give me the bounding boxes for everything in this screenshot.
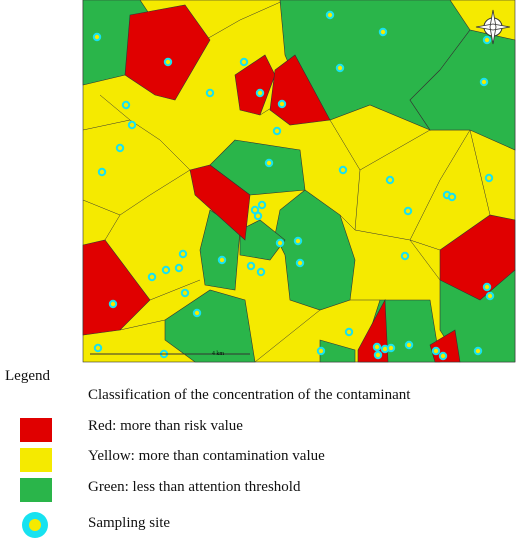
compass	[475, 9, 511, 45]
sampling-site	[192, 308, 202, 318]
sampling-site	[217, 255, 227, 265]
sampling-site	[147, 272, 157, 282]
sampling-site	[127, 120, 137, 130]
sampling-site	[482, 282, 492, 292]
red-zone	[189, 164, 251, 241]
sampling-site	[277, 99, 287, 109]
scale-label: 4 km	[212, 351, 225, 357]
sampling-site	[378, 27, 388, 37]
sampling-site	[400, 251, 410, 261]
sampling-site	[385, 175, 395, 185]
map: 4 km	[82, 0, 516, 363]
sampling-site	[92, 32, 102, 42]
sampling-site	[275, 238, 285, 248]
sampling-site	[438, 351, 448, 361]
legend-swatch-green	[20, 478, 52, 502]
sampling-site	[264, 158, 274, 168]
red-zone	[269, 54, 331, 126]
sampling-site	[479, 77, 489, 87]
sampling-site	[344, 327, 354, 337]
sampling-site	[473, 346, 483, 356]
red-zone	[439, 214, 516, 301]
sampling-site	[163, 57, 173, 67]
sampling-site	[115, 143, 125, 153]
red-zone	[234, 54, 276, 116]
green-zone	[209, 139, 306, 196]
sampling-site	[178, 249, 188, 259]
sampling-site	[272, 126, 282, 136]
sampling-site	[482, 35, 492, 45]
sampling-site	[239, 57, 249, 67]
sampling-site	[386, 343, 396, 353]
sampling-site	[180, 288, 190, 298]
sampling-site	[325, 10, 335, 20]
scale-bar: 4 km	[90, 351, 250, 357]
sampling-site	[485, 291, 495, 301]
sampling-site	[97, 167, 107, 177]
green-zone	[164, 289, 256, 363]
green-zone	[409, 29, 516, 151]
legend-title: Legend	[5, 368, 50, 384]
sampling-site	[93, 343, 103, 353]
sampling-site	[174, 263, 184, 273]
green-zone	[274, 189, 356, 311]
sampling-site	[121, 100, 131, 110]
sampling-site	[431, 346, 441, 356]
sampling-site	[161, 265, 171, 275]
legend-swatches	[20, 418, 52, 538]
sampling-site	[372, 342, 382, 352]
sampling-site	[404, 340, 414, 350]
legend-site-center	[29, 519, 41, 531]
sampling-site	[293, 236, 303, 246]
yellow-edges	[82, 0, 491, 363]
red-zone	[124, 4, 211, 101]
legend-label: Red: more than risk value	[88, 418, 243, 434]
sampling-site	[256, 267, 266, 277]
sampling-sites	[92, 10, 495, 361]
sampling-site	[246, 261, 256, 271]
sampling-site	[484, 173, 494, 183]
legend-label: Green: less than attention threshold	[88, 479, 301, 495]
sampling-site	[335, 63, 345, 73]
sampling-site	[255, 88, 265, 98]
sampling-site	[316, 346, 326, 356]
sampling-site	[295, 258, 305, 268]
sampling-site	[205, 88, 215, 98]
legend-swatch-red	[20, 418, 52, 442]
sampling-site	[108, 299, 118, 309]
green-zone	[239, 219, 286, 261]
sampling-site	[253, 211, 263, 221]
legend-swatch-yellow	[20, 448, 52, 472]
sampling-site	[257, 200, 267, 210]
legend-label: Yellow: more than contamination value	[88, 448, 325, 464]
sampling-site	[338, 165, 348, 175]
legend-label: Sampling site	[88, 515, 171, 531]
sampling-site	[447, 192, 457, 202]
red-zones	[82, 4, 516, 363]
sampling-site	[403, 206, 413, 216]
red-zone	[82, 239, 151, 336]
legend-heading: Classification of the concentration of t…	[88, 387, 411, 403]
sampling-site	[373, 350, 383, 360]
